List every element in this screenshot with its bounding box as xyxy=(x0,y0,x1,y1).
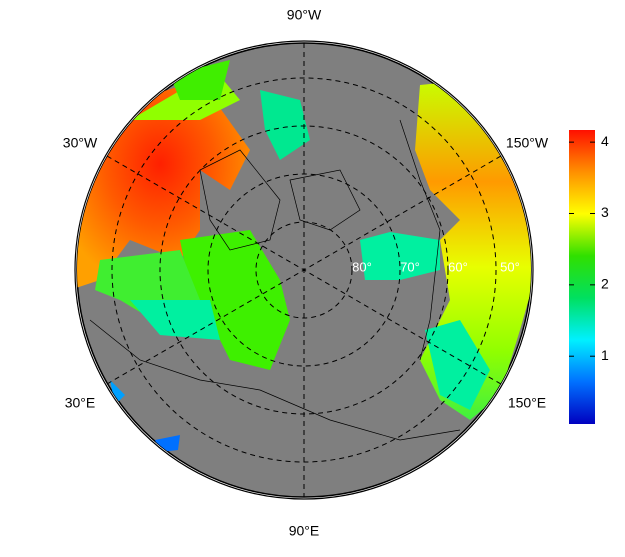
parallel-label: 70° xyxy=(400,259,420,274)
coastlines xyxy=(89,119,461,441)
parallel-label: 60° xyxy=(448,259,468,274)
meridian-label: 150°W xyxy=(506,135,549,151)
parallel-label: 50° xyxy=(500,259,520,274)
meridian-label: 30°W xyxy=(63,135,98,151)
meridian-label: 90°E xyxy=(289,523,320,539)
colorbar-tick-label: 1 xyxy=(601,347,609,363)
parallel-label: 80° xyxy=(352,259,372,274)
meridian-label: 150°E xyxy=(508,395,546,411)
meridian-label: 30°E xyxy=(65,395,96,411)
colorbar-tick-label: 4 xyxy=(601,133,609,149)
colorbar xyxy=(569,130,595,424)
meridian-label: 90°W xyxy=(287,7,322,23)
map-disc xyxy=(74,40,534,500)
colorbar-tick-label: 3 xyxy=(601,204,609,220)
graticule xyxy=(106,43,502,497)
colorbar-tick-label: 2 xyxy=(601,276,609,292)
